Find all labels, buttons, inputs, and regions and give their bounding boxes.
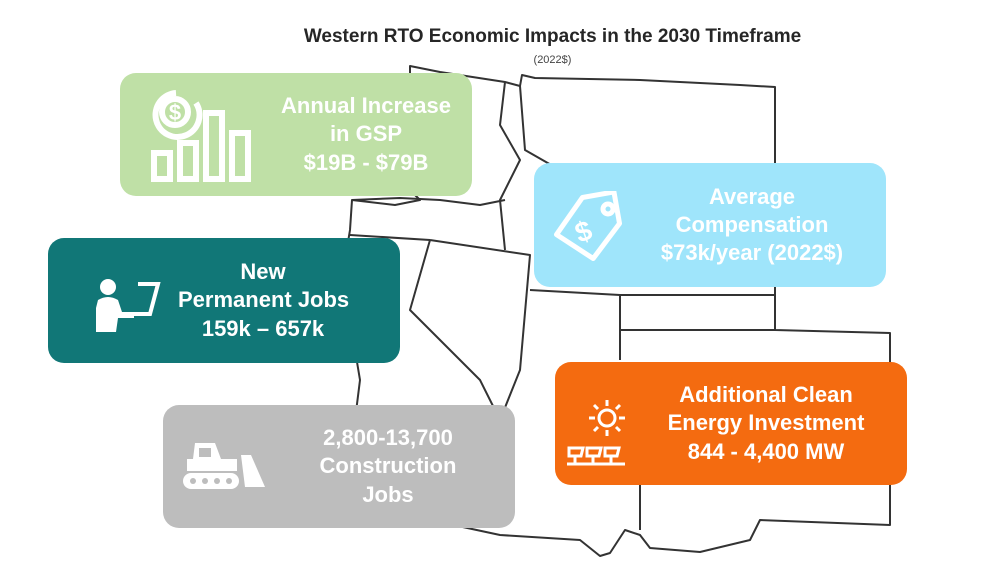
- state-border-ut-co: [529, 289, 621, 360]
- map-outline: [344, 65, 891, 557]
- state-border-or-ca: [349, 234, 431, 241]
- price-tag-icon: $: [553, 191, 623, 261]
- jobs-text: New Permanent Jobs 159k – 657k: [178, 238, 350, 363]
- jobs-line-1: New: [240, 259, 286, 285]
- construction-value: 2,800-13,700: [323, 425, 453, 451]
- chart-title: Western RTO Economic Impacts in the 2030…: [303, 26, 802, 47]
- sun-solar-panels-icon: [567, 400, 625, 466]
- compensation-card: $ Average Compensation $73k/year (2022$): [534, 163, 886, 287]
- clean-energy-card: Additional Clean Energy Investment 844 -…: [555, 362, 907, 485]
- gsp-line-1: Annual Increase: [281, 93, 451, 119]
- svg-text:$: $: [169, 100, 181, 125]
- worker-at-computer-icon: [96, 279, 161, 332]
- clean-energy-line-2: Energy Investment: [667, 410, 865, 436]
- gsp-text: Annual Increase in GSP $19B - $79B: [260, 73, 472, 196]
- compensation-line-1: Average: [708, 183, 795, 209]
- state-border-idaho-montana: [519, 85, 591, 176]
- jobs-value: 159k – 657k: [201, 315, 325, 341]
- construction-card: 2,800-13,700 Construction Jobs: [163, 405, 515, 528]
- gsp-value: $19B - $79B: [303, 149, 429, 175]
- state-border-wa-or: [351, 197, 506, 206]
- chart-subtitle: (2022$): [533, 54, 572, 66]
- clean-energy-value: 844 - 4,400 MW: [687, 438, 845, 464]
- money-bar-chart-icon: $: [151, 90, 251, 182]
- construction-text: 2,800-13,700 Construction Jobs: [283, 405, 493, 528]
- jobs-card: New Permanent Jobs 159k – 657k: [48, 238, 400, 363]
- bulldozer-icon: [183, 443, 265, 489]
- compensation-text: Average Compensation $73k/year (2022$): [618, 163, 886, 287]
- state-border-idaho-west: [499, 81, 521, 251]
- clean-energy-line-1: Additional Clean: [679, 382, 853, 408]
- gsp-line-2: in GSP: [329, 121, 403, 147]
- construction-line-2: Construction: [319, 453, 457, 479]
- state-border-nv-ut: [429, 239, 531, 421]
- gsp-card: $ Annual Increase in GSP $19B - $79B: [120, 73, 472, 196]
- jobs-line-2: Permanent Jobs: [178, 287, 350, 313]
- compensation-value: $73k/year (2022$): [660, 240, 844, 266]
- construction-line-3: Jobs: [362, 481, 414, 507]
- compensation-line-2: Compensation: [675, 211, 829, 237]
- clean-energy-text: Additional Clean Energy Investment 844 -…: [635, 362, 897, 485]
